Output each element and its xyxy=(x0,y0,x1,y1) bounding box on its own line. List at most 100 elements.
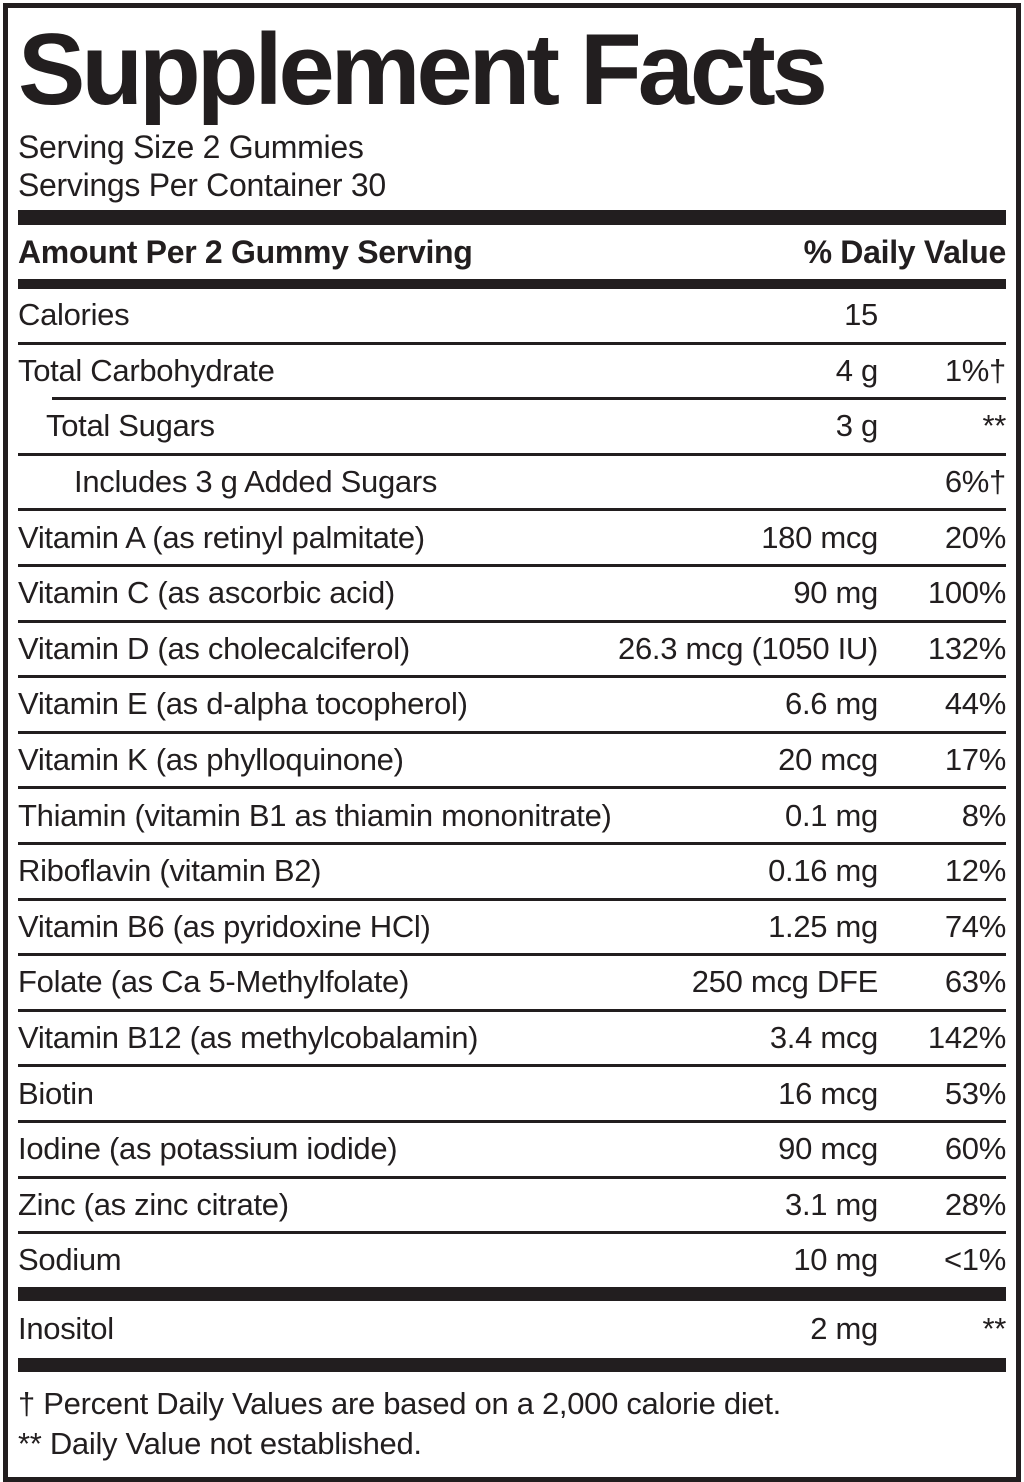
nutrient-name: Includes 3 g Added Sugars xyxy=(74,464,438,500)
nutrient-name: Vitamin C (as ascorbic acid) xyxy=(18,575,395,611)
row-total-sugars: Total Sugars 3 g ** xyxy=(18,400,1006,453)
nutrient-dv: 132% xyxy=(927,630,1006,666)
row-divider xyxy=(18,563,1006,567)
row-vitamin-a: Vitamin A (as retinyl palmitate) 180 mcg… xyxy=(18,511,1006,564)
medium-divider-header xyxy=(18,279,1006,289)
nutrient-amount: 90 mg xyxy=(793,575,878,611)
nutrient-amount: 0.1 mg xyxy=(785,797,878,833)
row-vitamin-b6: Vitamin B6 (as pyridoxine HCl) 1.25 mg 7… xyxy=(18,901,1006,954)
servings-per-container: Servings Per Container 30 xyxy=(18,167,386,203)
nutrient-name: Vitamin D (as cholecalciferol) xyxy=(18,630,410,666)
nutrient-name: Vitamin B12 (as methylcobalamin) xyxy=(18,1020,479,1056)
nutrient-dv: 63% xyxy=(944,964,1006,1000)
row-vitamin-k: Vitamin K (as phylloquinone) 20 mcg 17% xyxy=(18,734,1006,787)
row-divider xyxy=(18,841,1006,845)
row-divider xyxy=(18,619,1006,623)
nutrient-name: Biotin xyxy=(18,1075,94,1111)
nutrient-name: Inositol xyxy=(18,1311,114,1347)
nutrient-amount: 15 xyxy=(844,297,878,333)
nutrient-amount: 4 g xyxy=(835,352,879,388)
supplement-facts-panel: Supplement Facts Serving Size 2 Gummies … xyxy=(3,3,1021,1482)
thick-divider-top xyxy=(18,210,1006,225)
row-divider xyxy=(18,1119,1006,1123)
nutrient-name: Total Sugars xyxy=(46,408,215,444)
nutrient-amount: 180 mcg xyxy=(761,519,878,555)
row-sodium: Sodium 10 mg <1% xyxy=(18,1234,1006,1287)
nutrient-amount: 16 mcg xyxy=(778,1075,878,1111)
row-divider xyxy=(18,1008,1006,1012)
footnote-dv-not-established: ** Daily Value not established. xyxy=(18,1425,422,1461)
nutrient-amount: 0.16 mg xyxy=(768,853,878,889)
nutrient-name: Folate (as Ca 5-Methylfolate) xyxy=(18,964,410,1000)
nutrient-amount: 1.25 mg xyxy=(768,908,878,944)
row-vitamin-d: Vitamin D (as cholecalciferol) 26.3 mcg … xyxy=(18,623,1006,676)
nutrient-amount: 3.4 mcg xyxy=(769,1020,878,1056)
nutrient-dv: 142% xyxy=(927,1020,1006,1056)
nutrient-dv: 53% xyxy=(944,1075,1006,1111)
row-zinc: Zinc (as zinc citrate) 3.1 mg 28% xyxy=(18,1179,1006,1232)
nutrient-amount: 6.6 mg xyxy=(785,686,878,722)
nutrient-dv: 44% xyxy=(944,686,1006,722)
row-divider xyxy=(18,675,1006,679)
row-folate: Folate (as Ca 5-Methylfolate) 250 mcg DF… xyxy=(18,956,1006,1009)
row-calories: Calories 15 xyxy=(18,289,1006,342)
nutrient-amount: 2 mg xyxy=(810,1311,878,1347)
nutrient-dv: 12% xyxy=(944,853,1006,889)
row-divider-indented xyxy=(52,397,1006,401)
nutrient-amount: 26.3 mcg (1050 IU) xyxy=(618,630,878,666)
row-biotin: Biotin 16 mcg 53% xyxy=(18,1067,1006,1120)
nutrient-amount: 10 mg xyxy=(793,1242,878,1278)
nutrient-name: Thiamin (vitamin B1 as thiamin mononitra… xyxy=(18,797,612,833)
nutrient-amount: 3 g xyxy=(835,408,879,444)
row-divider xyxy=(18,786,1006,790)
row-divider xyxy=(18,730,1006,734)
nutrient-dv: 20% xyxy=(944,519,1006,555)
nutrient-name: Sodium xyxy=(18,1242,122,1278)
nutrient-name: Calories xyxy=(18,297,130,333)
nutrient-amount: 3.1 mg xyxy=(785,1186,878,1222)
nutrient-dv: ** xyxy=(982,408,1006,444)
row-divider xyxy=(18,1175,1006,1179)
nutrient-dv: 8% xyxy=(961,797,1007,833)
nutrient-dv: 100% xyxy=(927,575,1006,611)
panel-content: Supplement Facts Serving Size 2 Gummies … xyxy=(8,14,1016,1482)
nutrient-name: Zinc (as zinc citrate) xyxy=(18,1186,289,1222)
serving-size: Serving Size 2 Gummies xyxy=(18,129,364,165)
row-vitamin-c: Vitamin C (as ascorbic acid) 90 mg 100% xyxy=(18,567,1006,620)
column-header-row: Amount Per 2 Gummy Serving % Daily Value xyxy=(18,225,1006,279)
nutrient-name: Total Carbohydrate xyxy=(18,352,275,388)
row-divider xyxy=(18,1231,1006,1235)
nutrient-dv: 1%† xyxy=(944,352,1006,388)
row-iodine: Iodine (as potassium iodide) 90 mcg 60% xyxy=(18,1123,1006,1176)
row-divider xyxy=(18,341,1006,345)
panel-title: Supplement Facts xyxy=(18,14,828,126)
nutrient-dv: <1% xyxy=(943,1242,1006,1278)
nutrient-amount: 250 mcg DFE xyxy=(691,964,879,1000)
nutrient-name: Vitamin E (as d-alpha tocopherol) xyxy=(18,686,468,722)
row-total-carbohydrate: Total Carbohydrate 4 g 1%† xyxy=(18,345,1006,398)
nutrient-dv: 17% xyxy=(944,742,1006,778)
row-vitamin-b12: Vitamin B12 (as methylcobalamin) 3.4 mcg… xyxy=(18,1012,1006,1065)
nutrient-amount: 20 mcg xyxy=(778,742,878,778)
row-divider xyxy=(18,897,1006,901)
nutrient-amount: 90 mcg xyxy=(778,1131,878,1167)
row-thiamin: Thiamin (vitamin B1 as thiamin mononitra… xyxy=(18,789,1006,842)
row-added-sugars: Includes 3 g Added Sugars 6%† xyxy=(18,456,1006,509)
footnotes: † Percent Daily Values are based on a 2,… xyxy=(18,1372,1006,1464)
row-riboflavin: Riboflavin (vitamin B2) 0.16 mg 12% xyxy=(18,845,1006,898)
amount-column-header: Amount Per 2 Gummy Serving xyxy=(18,233,473,270)
row-vitamin-e: Vitamin E (as d-alpha tocopherol) 6.6 mg… xyxy=(18,678,1006,731)
nutrient-dv: 28% xyxy=(944,1186,1006,1222)
nutrient-name: Iodine (as potassium iodide) xyxy=(18,1131,398,1167)
nutrient-table: Calories 15 Total Carbohydrate 4 g 1%† T… xyxy=(18,289,1006,1287)
nutrient-name: Vitamin A (as retinyl palmitate) xyxy=(18,519,425,555)
thick-divider-bottom xyxy=(8,1477,1016,1482)
serving-info: Serving Size 2 Gummies Servings Per Cont… xyxy=(18,128,1006,204)
nutrient-name: Vitamin B6 (as pyridoxine HCl) xyxy=(18,908,431,944)
thick-divider-other-bottom xyxy=(18,1357,1006,1372)
daily-value-column-header: % Daily Value xyxy=(803,233,1007,270)
nutrient-name: Vitamin K (as phylloquinone) xyxy=(18,742,404,778)
row-divider xyxy=(18,1064,1006,1068)
nutrient-name: Riboflavin (vitamin B2) xyxy=(18,853,322,889)
nutrient-dv: 60% xyxy=(944,1131,1006,1167)
